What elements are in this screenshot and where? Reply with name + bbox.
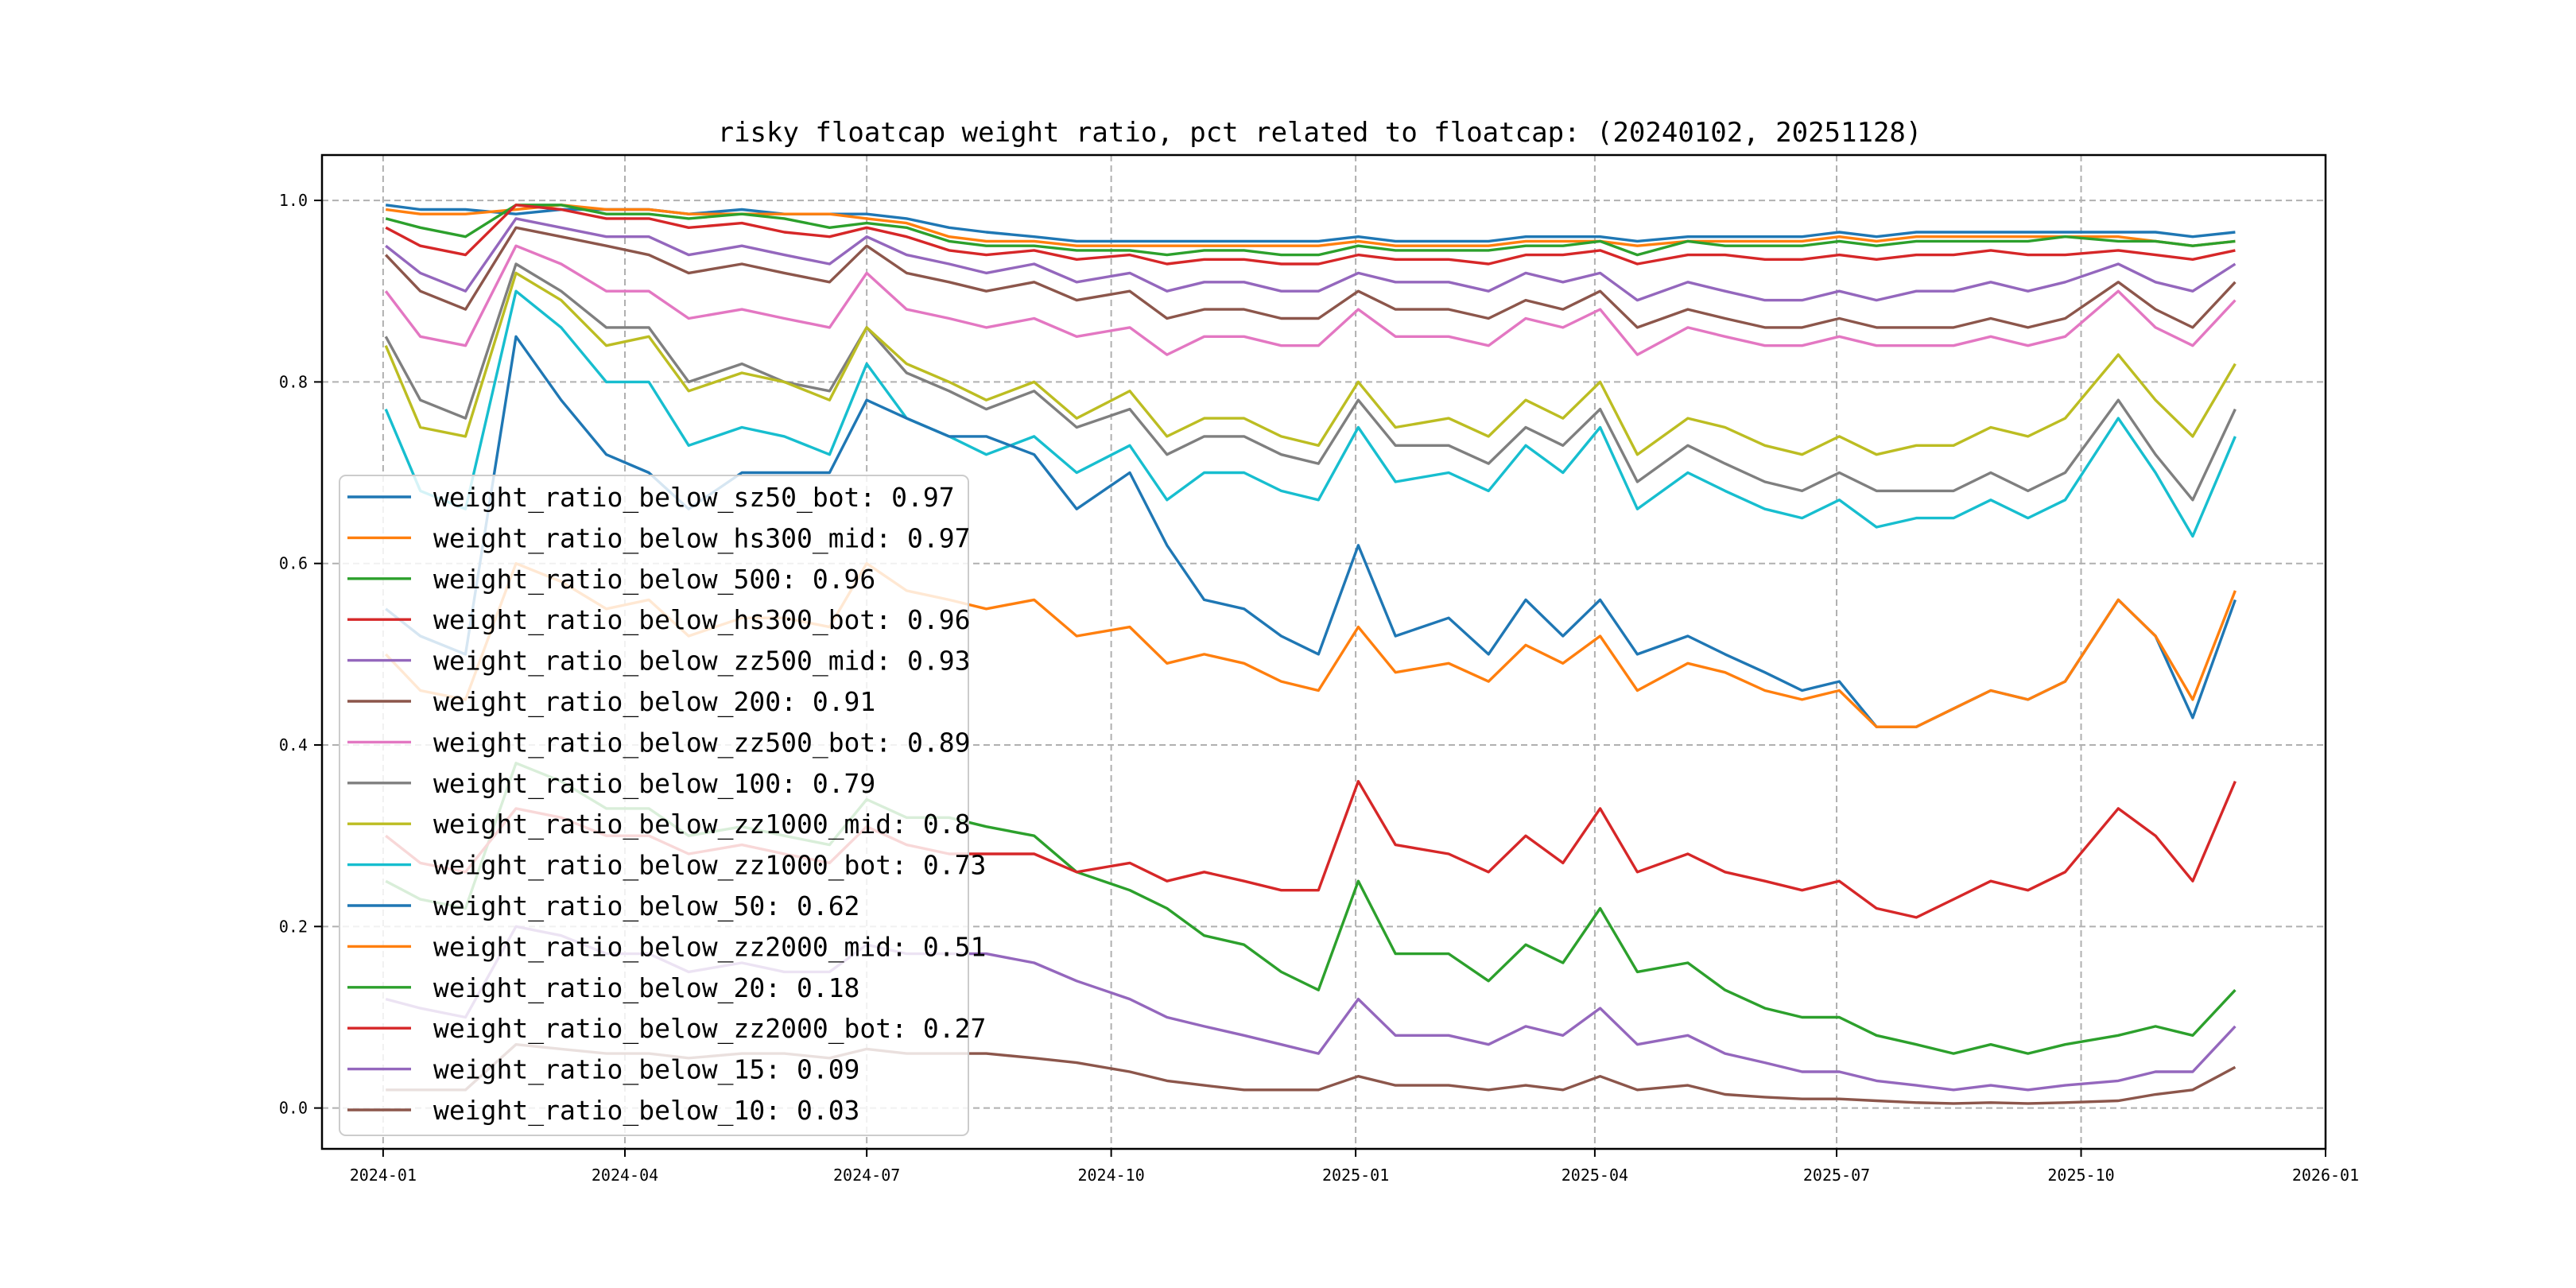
legend-entry: weight_ratio_below_hs300_bot: 0.96 (433, 604, 971, 636)
legend: weight_ratio_below_sz50_bot: 0.97 weight_… (339, 475, 986, 1136)
x-tick-label: 2024-10 (1077, 1166, 1144, 1185)
y-tick-label: 0.2 (279, 917, 308, 936)
legend-entry: weight_ratio_below_100: 0.79 (433, 768, 875, 800)
y-tick-label: 0.4 (279, 735, 308, 755)
series-line-0 (385, 204, 2236, 243)
series-line-5 (384, 226, 2237, 329)
x-tick-label: 2024-01 (350, 1166, 417, 1185)
legend-entry: weight_ratio_below_15: 0.09 (433, 1054, 859, 1086)
legend-entry: weight_ratio_below_20: 0.18 (433, 972, 859, 1004)
legend-entry: weight_ratio_below_50: 0.62 (433, 890, 859, 922)
y-tick-label: 0.6 (279, 554, 308, 573)
series-line-6 (384, 244, 2237, 356)
series-line-4 (385, 217, 2237, 302)
x-tick-label: 2025-04 (1562, 1166, 1628, 1185)
y-tick-label: 1.0 (279, 191, 308, 210)
legend-entry: weight_ratio_below_hs300_mid: 0.97 (433, 522, 971, 554)
legend-entry: weight_ratio_below_zz1000_bot: 0.73 (433, 850, 986, 882)
legend-entry: weight_ratio_below_zz1000_mid: 0.8 (433, 809, 971, 840)
x-tick-label: 2025-07 (1803, 1166, 1870, 1185)
series-line-1 (385, 204, 2236, 247)
x-tick-label: 2025-10 (2047, 1166, 2114, 1185)
legend-entry: weight_ratio_below_200: 0.91 (433, 686, 875, 718)
legend-entry: weight_ratio_below_zz2000_bot: 0.27 (433, 1013, 986, 1045)
x-tick-label: 2024-07 (833, 1166, 900, 1185)
x-tick-label: 2025-01 (1322, 1166, 1389, 1185)
series-line-8 (384, 271, 2237, 456)
legend-entry: weight_ratio_below_zz500_mid: 0.93 (433, 646, 971, 677)
y-tick-label: 0.8 (279, 372, 308, 391)
series-line-2 (385, 204, 2236, 257)
series-line-9 (384, 289, 2237, 538)
chart-title: risky floatcap weight ratio, pct related… (718, 117, 1922, 149)
legend-box (339, 475, 969, 1136)
series-line-3 (385, 204, 2236, 266)
legend-entry: weight_ratio_below_zz500_bot: 0.89 (433, 727, 971, 758)
x-tick-label: 2024-04 (592, 1166, 658, 1185)
legend-entry: weight_ratio_below_sz50_bot: 0.97 (433, 482, 955, 514)
y-tick-label: 0.0 (279, 1099, 308, 1118)
x-axis: 2024-01 2024-04 2024-07 2024-10 2025-01 2025-… (350, 1149, 2359, 1185)
legend-entry: weight_ratio_below_zz2000_mid: 0.51 (433, 931, 986, 963)
series-line-7 (384, 262, 2237, 502)
legend-entry: weight_ratio_below_10: 0.03 (433, 1095, 859, 1127)
legend-entry: weight_ratio_below_500: 0.96 (433, 564, 875, 596)
axes-frame (320, 153, 2327, 1150)
y-axis: 0.0 0.2 0.4 0.6 0.8 1.0 (279, 191, 322, 1118)
x-tick-label: 2026-01 (2292, 1166, 2359, 1185)
